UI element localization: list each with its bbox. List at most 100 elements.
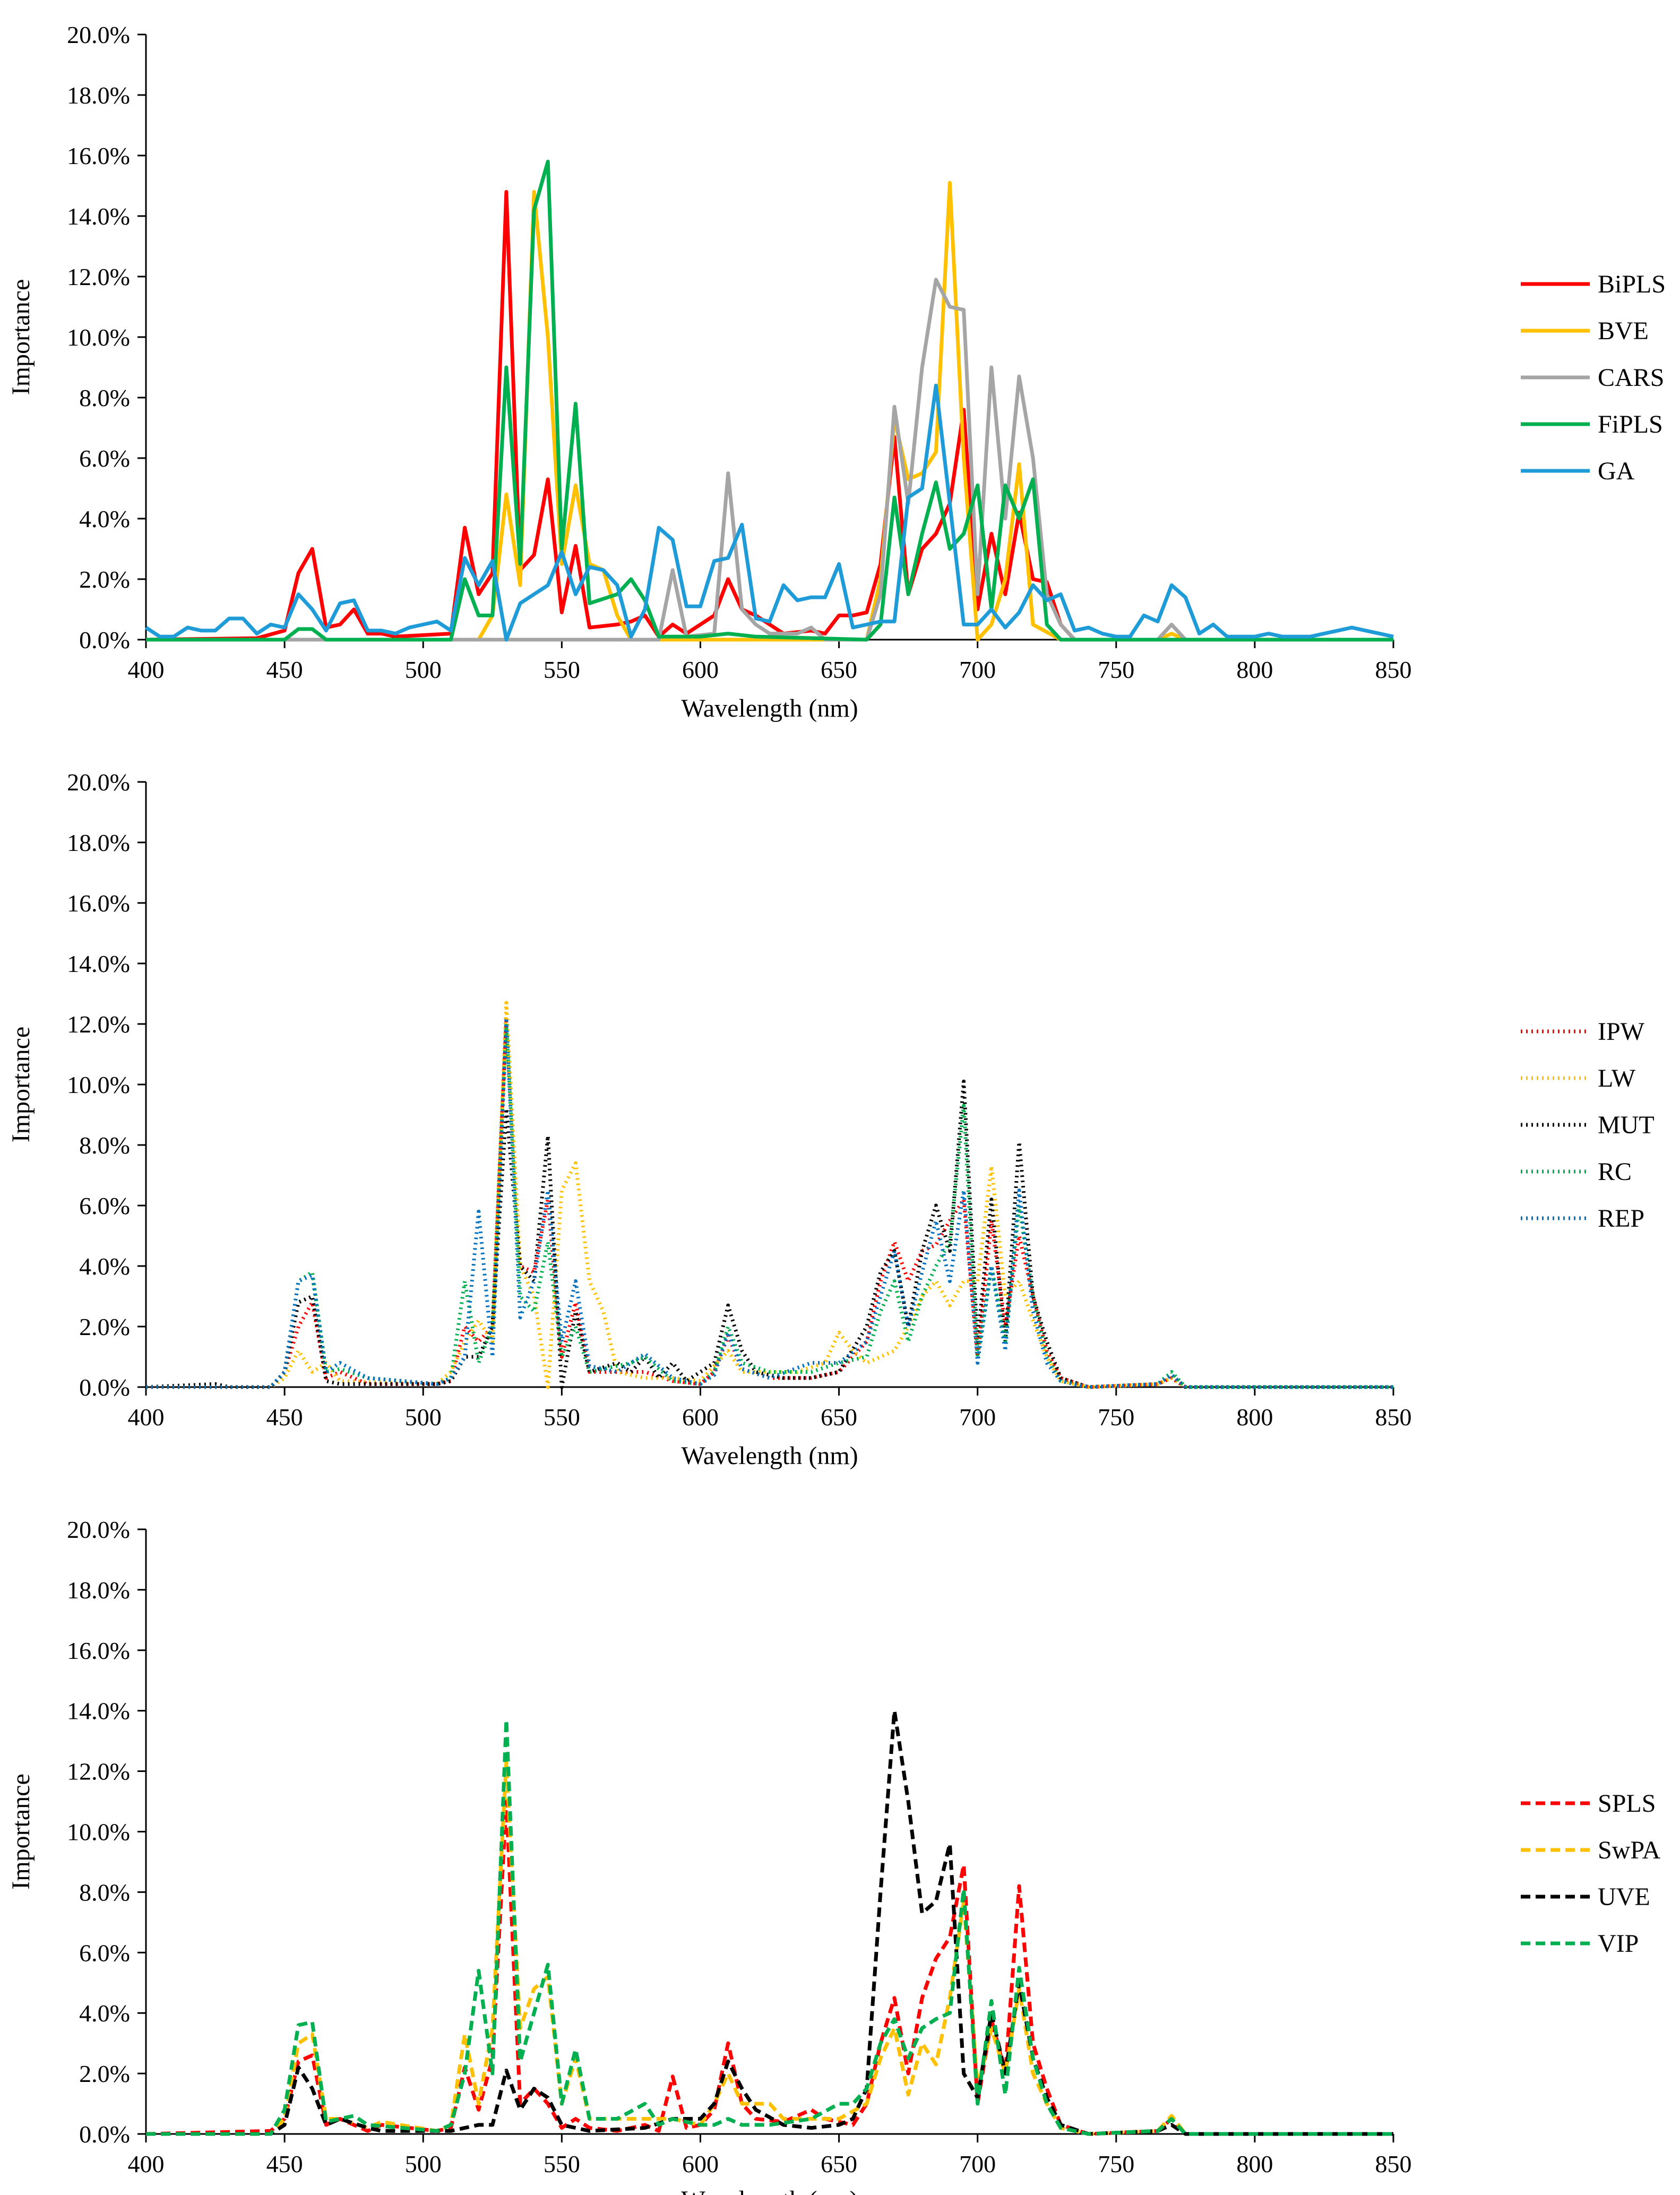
x-tick-label: 650 (821, 656, 857, 683)
series-line-rep (146, 1016, 1393, 1389)
legend-label-ipw: IPW (1598, 1018, 1645, 1046)
y-tick-label: 14.0% (67, 1698, 130, 1725)
x-tick-label: 400 (128, 1404, 165, 1431)
y-tick-label: 20.0% (67, 21, 130, 48)
y-tick-label: 18.0% (67, 1577, 130, 1604)
x-tick-label: 600 (682, 656, 719, 683)
legend: BiPLS BVE CARS FiPLS GA (1521, 270, 1666, 485)
legend-label-lw: LW (1598, 1064, 1636, 1092)
x-tick-label: 550 (544, 2150, 580, 2177)
series-line-ga (145, 383, 1394, 642)
legend-label-swpa: SwPA (1598, 1836, 1661, 1864)
x-tick-label: 500 (405, 1404, 442, 1431)
y-tick-label: 0.0% (79, 1374, 130, 1401)
y-tick-label: 2.0% (79, 566, 130, 593)
x-tick-label: 750 (1098, 1404, 1134, 1431)
y-tick-label: 8.0% (79, 1132, 130, 1159)
legend-label-fipls: FiPLS (1598, 410, 1663, 438)
series-line-uve (146, 1709, 1393, 2136)
chart-panel-2: 0.0% 2.0% 4.0% 6.0% 8.0% 10.0% 12.0% 14.0% 16.0%… (7, 769, 1655, 1470)
x-tick-label: 650 (821, 2150, 857, 2177)
x-tick-label: 450 (266, 1404, 303, 1431)
legend-label-ga: GA (1598, 457, 1635, 485)
legend: SPLS SwPA UVE VIP (1521, 1789, 1661, 1958)
x-tick-label: 550 (544, 1404, 580, 1431)
x-tick-label: 700 (959, 2150, 996, 2177)
x-tick-label: 750 (1098, 2150, 1134, 2177)
y-tick-label: 2.0% (79, 2060, 130, 2087)
y-tick-label: 4.0% (79, 1253, 130, 1280)
y-tick-label: 12.0% (67, 1758, 130, 1785)
x-tick-label: 450 (266, 656, 303, 683)
y-tick-label: 6.0% (79, 1192, 130, 1219)
x-tick-label: 550 (544, 656, 580, 683)
y-tick-label: 4.0% (79, 2000, 130, 2027)
series-line-spls (145, 1800, 1393, 2136)
x-tick-label: 800 (1236, 2150, 1273, 2177)
x-axis-label: Wavelength (nm) (681, 2186, 858, 2195)
y-tick-label: 16.0% (67, 890, 130, 917)
legend-label-bipls: BiPLS (1598, 270, 1666, 298)
y-tick-label: 0.0% (79, 626, 130, 653)
y-tick-label: 12.0% (67, 1011, 130, 1038)
x-tick-label: 850 (1375, 656, 1412, 683)
y-tick-label: 18.0% (67, 82, 130, 109)
y-tick-label: 10.0% (67, 1071, 130, 1098)
x-tick-label: 400 (128, 656, 165, 683)
x-tick-label: 600 (682, 1404, 719, 1431)
y-tick-label: 16.0% (67, 142, 130, 169)
y-tick-label: 0.0% (79, 2121, 130, 2148)
series-line-rc (146, 1022, 1393, 1389)
y-axis-label: Importance (7, 1027, 35, 1143)
series-line-bipls (145, 190, 1393, 642)
y-tick-label: 6.0% (79, 445, 130, 472)
y-tick-label: 18.0% (67, 829, 130, 856)
y-tick-label: 6.0% (79, 1939, 130, 1966)
y-tick-label: 8.0% (79, 1879, 130, 1906)
y-tick-label: 14.0% (67, 950, 130, 977)
legend-label-vip: VIP (1598, 1930, 1639, 1958)
x-tick-label: 800 (1236, 656, 1273, 683)
legend-label-spls: SPLS (1598, 1789, 1656, 1818)
y-tick-label: 8.0% (79, 384, 130, 411)
legend-label-rep: REP (1598, 1204, 1644, 1233)
y-tick-label: 4.0% (79, 505, 130, 532)
x-tick-label: 650 (821, 1404, 857, 1431)
x-tick-label: 500 (405, 656, 442, 683)
y-tick-label: 10.0% (67, 324, 130, 351)
x-tick-label: 500 (405, 2150, 442, 2177)
x-tick-label: 700 (959, 656, 996, 683)
x-tick-label: 750 (1098, 656, 1134, 683)
x-tick-label: 800 (1236, 1404, 1273, 1431)
series-line-vip (146, 1718, 1393, 2136)
x-tick-label: 400 (128, 2150, 165, 2177)
x-tick-label: 700 (959, 1404, 996, 1431)
x-axis-label: Wavelength (nm) (681, 1442, 858, 1470)
series-line-bve (146, 180, 1393, 642)
series-line-swpa (146, 1760, 1393, 2136)
y-axis-label: Importance (7, 1774, 35, 1890)
series-line-cars (146, 278, 1393, 642)
y-tick-label: 12.0% (67, 263, 130, 290)
legend-label-mut: MUT (1598, 1111, 1655, 1139)
y-tick-label: 10.0% (67, 1819, 130, 1846)
series-line-mut (145, 1079, 1393, 1389)
series-line-ipw (146, 1016, 1393, 1389)
x-tick-label: 450 (266, 2150, 303, 2177)
legend-label-rc: RC (1598, 1158, 1632, 1186)
y-axis-label: Importance (7, 279, 35, 395)
legend: IPW LW MUT RC REP (1521, 1018, 1655, 1233)
series-line-fipls (146, 159, 1393, 642)
y-tick-label: 2.0% (79, 1313, 130, 1340)
chart-panel-1: 0.0% 2.0% 4.0% 6.0% 8.0% 10.0% 12.0% 14.0% 16.0%… (7, 21, 1666, 722)
y-tick-label: 20.0% (67, 1516, 130, 1543)
x-tick-label: 850 (1375, 1404, 1412, 1431)
chart-panel-3: 0.0% 2.0% 4.0% 6.0% 8.0% 10.0% 12.0% 14.0% 16.0%… (7, 1516, 1661, 2195)
y-tick-label: 16.0% (67, 1637, 130, 1664)
legend-label-bve: BVE (1598, 317, 1649, 345)
x-tick-label: 600 (682, 2150, 719, 2177)
legend-label-uve: UVE (1598, 1883, 1650, 1911)
y-tick-label: 14.0% (67, 203, 130, 230)
y-tick-label: 20.0% (67, 769, 130, 796)
